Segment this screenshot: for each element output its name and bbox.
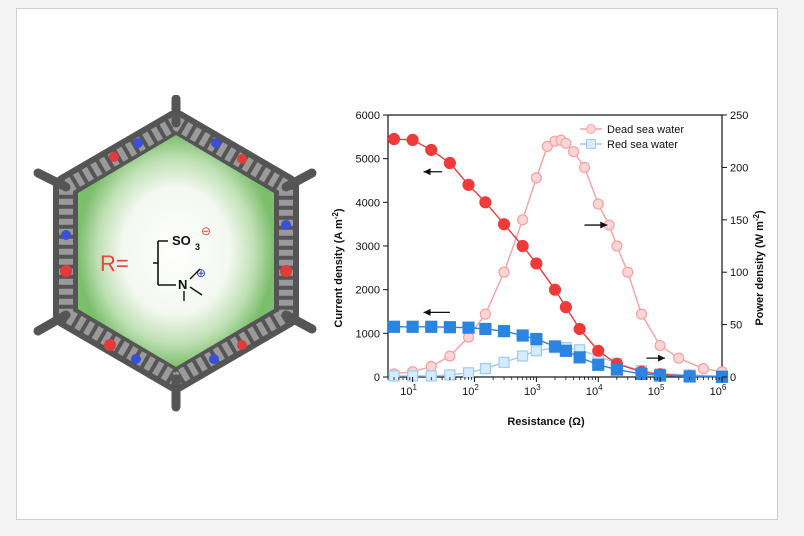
y-left-tick-label-6: 6000 (356, 110, 380, 122)
data-point-s0-9 (541, 140, 553, 153)
y-left-tick-label-0: 0 (374, 372, 380, 384)
y-left-tick-label-3: 3000 (356, 241, 380, 253)
data-point-s0-12 (560, 137, 572, 149)
data-point-s2-1 (406, 133, 419, 146)
sulfonate-subscript: 3 (195, 242, 200, 252)
chart-legend: Dead sea water Red sea water (580, 124, 684, 151)
y-axis-left-label: Current density (A m-2) (331, 208, 345, 328)
r-group-label: R= (100, 251, 129, 276)
y-right-tick-label-4: 200 (730, 162, 748, 174)
y-axis-right-label: Power density (W m-2) (752, 210, 766, 326)
data-point-s0-13 (568, 146, 580, 158)
x-tick-label-4: 105 (648, 383, 665, 398)
data-point-s1-7 (517, 350, 529, 362)
data-point-s3-5 (479, 322, 492, 336)
legend-marker-0 (586, 124, 596, 134)
legend-marker-1 (586, 139, 596, 149)
data-point-s1-8 (530, 345, 542, 357)
data-point-s2-4 (462, 178, 475, 191)
data-point-s3-16 (683, 370, 696, 383)
data-point-s0-18 (622, 266, 634, 278)
data-point-s2-5 (479, 196, 492, 209)
legend-label-0: Dead sea water (607, 124, 684, 136)
data-point-s3-11 (573, 351, 586, 364)
negative-charge: ⊖ (201, 224, 211, 238)
data-point-s1-2 (425, 370, 437, 382)
functional-group-label: R= SO 3 ⊖ N ⊕ (100, 224, 211, 301)
data-point-s0-14 (578, 161, 591, 174)
framework-atoms (60, 138, 292, 364)
y-left-tick-label-5: 5000 (356, 154, 380, 166)
x-tick-label-1: 102 (462, 383, 479, 398)
data-point-s0-7 (517, 214, 529, 226)
sulfonate-group: SO (172, 233, 191, 248)
arrow-red-power-head (600, 221, 608, 229)
data-point-s3-12 (592, 358, 605, 371)
y-left-tick-label-2: 2000 (356, 285, 380, 297)
data-point-s0-8 (530, 172, 542, 184)
data-point-s0-2 (425, 360, 437, 373)
arrow-blue-current-head (423, 308, 431, 316)
data-point-s0-17 (611, 240, 623, 252)
x-tick-label-5: 106 (710, 383, 727, 398)
data-point-s3-8 (530, 332, 543, 346)
data-point-s1-5 (479, 363, 491, 375)
data-point-s3-7 (516, 329, 529, 342)
y-left-tick-label-4: 4000 (356, 197, 380, 209)
ammonium-group: N (178, 277, 187, 292)
data-point-s2-7 (516, 239, 529, 253)
data-point-s0-20 (654, 339, 666, 352)
y-right-tick-label-2: 100 (730, 267, 748, 279)
data-point-s1-6 (498, 356, 510, 368)
data-point-s3-4 (462, 321, 475, 334)
data-point-s0-19 (635, 308, 648, 320)
data-point-s1-4 (462, 367, 475, 379)
legend-label-1: Red sea water (607, 139, 678, 151)
data-point-s0-21 (673, 352, 685, 364)
data-point-s2-3 (443, 156, 456, 170)
data-point-s0-15 (592, 198, 604, 210)
framework-hexagon (33, 95, 317, 412)
x-tick-label-2: 103 (524, 383, 541, 398)
y-right-tick-label-1: 50 (730, 320, 742, 332)
arrow-red-current-head (423, 168, 431, 176)
data-point-s3-9 (548, 340, 562, 353)
y-right-tick-label-0: 0 (730, 372, 736, 384)
data-point-s2-0 (387, 132, 401, 146)
data-point-s3-13 (610, 363, 623, 376)
arrow-blue-power-head (658, 354, 666, 362)
data-point-s3-2 (425, 320, 438, 333)
data-point-s3-10 (559, 344, 572, 357)
data-point-s2-9 (548, 283, 562, 296)
x-tick-label-0: 101 (400, 383, 417, 398)
chart-axes: 101 102 103 104 105 1060100020003000400050006… (356, 110, 749, 398)
positive-charge: ⊕ (196, 266, 206, 280)
y-right-tick-label-5: 250 (730, 110, 748, 122)
data-point-s1-0 (388, 370, 400, 382)
data-point-s0-3 (444, 350, 456, 362)
data-point-s2-11 (573, 322, 586, 336)
data-point-s3-6 (497, 325, 511, 338)
chart: 101 102 103 104 105 1060100020003000400050006… (331, 110, 766, 428)
data-point-s3-0 (387, 320, 401, 333)
y-left-tick-label-1: 1000 (356, 328, 380, 340)
data-point-s3-1 (406, 320, 419, 333)
data-point-s2-12 (592, 344, 605, 357)
data-point-s2-8 (530, 257, 543, 270)
data-point-s2-10 (559, 301, 572, 314)
cof-structure-image: R= SO 3 ⊖ N ⊕ (33, 95, 317, 412)
y-right-tick-label-3: 150 (730, 215, 748, 227)
data-point-s3-3 (443, 321, 456, 334)
x-tick-label-3: 104 (586, 383, 603, 398)
data-point-s2-2 (425, 143, 438, 157)
data-point-s0-6 (498, 266, 510, 278)
data-point-s2-6 (497, 218, 511, 231)
data-point-s0-5 (479, 308, 491, 320)
x-axis-label: Resistance (Ω) (507, 416, 585, 428)
data-point-s0-22 (697, 363, 709, 375)
